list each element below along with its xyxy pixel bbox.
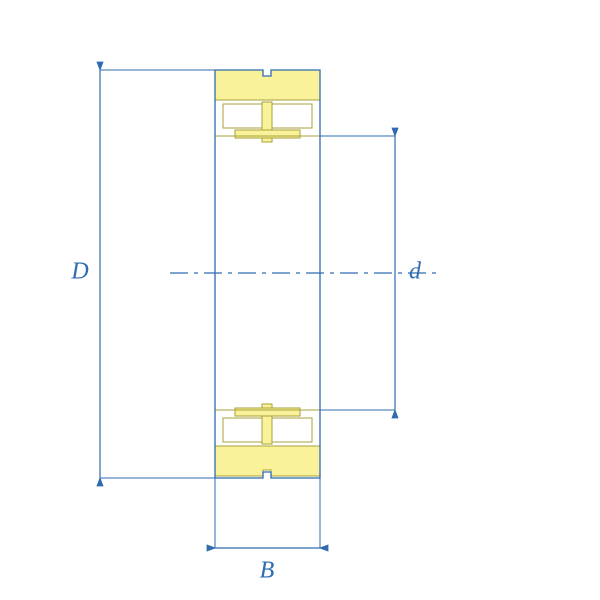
roller-left xyxy=(223,104,264,128)
roller-right xyxy=(272,104,313,128)
cage-flange xyxy=(235,408,300,416)
outer-ring xyxy=(215,70,320,100)
cage-flange xyxy=(235,130,300,138)
bearing-bottom-half xyxy=(215,404,320,476)
dim-d-label: d xyxy=(409,259,422,285)
roller-left xyxy=(223,418,264,442)
bearing-top-half xyxy=(215,70,320,142)
roller-right xyxy=(272,418,313,442)
dim-D-label: D xyxy=(70,259,88,285)
dim-B-label: B xyxy=(260,558,275,584)
